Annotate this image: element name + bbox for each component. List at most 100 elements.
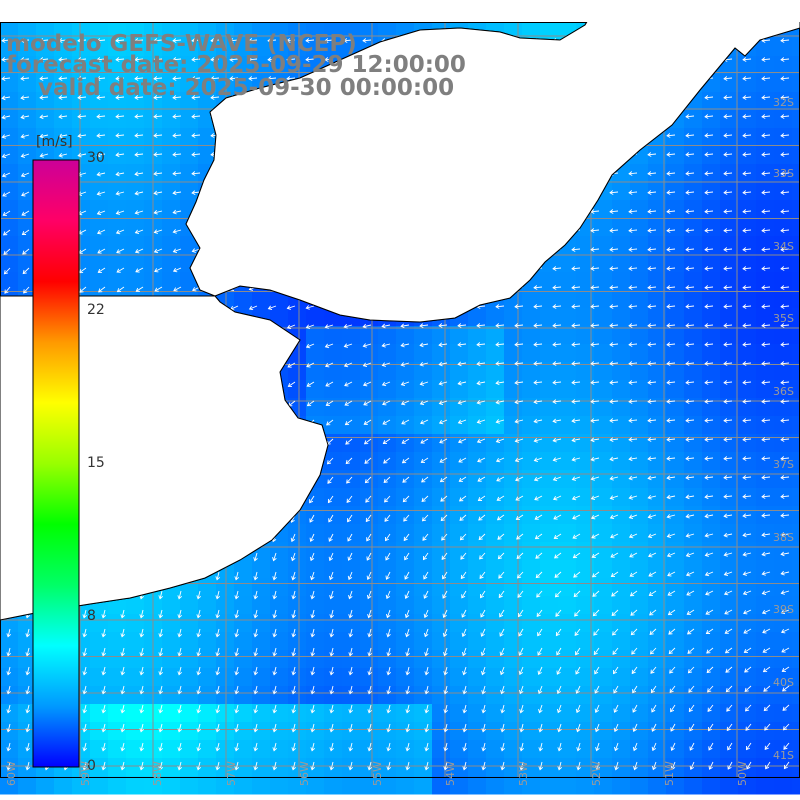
ocean-cell [180, 758, 199, 777]
ocean-cell [666, 218, 685, 237]
ocean-cell [792, 722, 800, 741]
ocean-cell [0, 182, 19, 201]
ocean-cell [504, 488, 523, 507]
ocean-cell [342, 20, 361, 39]
ocean-cell [108, 272, 127, 291]
ocean-cell [288, 380, 307, 399]
ocean-cell [648, 632, 667, 651]
ocean-cell [594, 344, 613, 363]
ocean-cell [162, 92, 181, 111]
wind-arrow [20, 95, 30, 101]
ocean-cell [648, 380, 667, 399]
ocean-cell [0, 668, 19, 687]
ocean-cell [666, 308, 685, 327]
ocean-cell [540, 722, 559, 741]
ocean-cell [252, 56, 271, 75]
ocean-cell [774, 722, 793, 741]
ocean-cell [756, 650, 775, 669]
ocean-cell [396, 344, 415, 363]
ocean-cell [576, 686, 595, 705]
ocean-cell [486, 434, 505, 453]
ocean-cell [126, 56, 145, 75]
ocean-cell [360, 686, 379, 705]
ocean-cell [414, 362, 433, 381]
ocean-cell [684, 236, 703, 255]
lat-label-32s: 32S [773, 96, 794, 109]
ocean-cell [702, 200, 721, 219]
ocean-cell [162, 668, 181, 687]
ocean-cell [306, 596, 325, 615]
ocean-cell [666, 254, 685, 273]
ocean-cell [720, 578, 739, 597]
ocean-cell [774, 110, 793, 129]
ocean-cell [162, 56, 181, 75]
ocean-cell [306, 614, 325, 633]
ocean-cell [468, 488, 487, 507]
ocean-cell [72, 56, 91, 75]
ocean-cell [108, 776, 127, 795]
ocean-cell [18, 668, 37, 687]
lon-label-50w: 50W [736, 761, 749, 786]
ocean-cell [612, 308, 631, 327]
ocean-cell [360, 524, 379, 543]
ocean-cell [792, 740, 800, 759]
ocean-cell [432, 506, 451, 525]
ocean-cell [450, 722, 469, 741]
ocean-cell [666, 722, 685, 741]
ocean-cell [540, 488, 559, 507]
ocean-cell [396, 488, 415, 507]
ocean-cell [432, 398, 451, 417]
ocean-cell [702, 560, 721, 579]
ocean-cell [702, 686, 721, 705]
ocean-cell [630, 632, 649, 651]
ocean-cell [324, 578, 343, 597]
ocean-cell [324, 596, 343, 615]
ocean-cell [774, 578, 793, 597]
ocean-cell [522, 290, 541, 309]
ocean-cell [378, 614, 397, 633]
ocean-cell [702, 650, 721, 669]
ocean-cell [702, 596, 721, 615]
ocean-cell [450, 596, 469, 615]
wind-arrow [362, 38, 372, 43]
ocean-cell [522, 506, 541, 525]
ocean-cell [630, 614, 649, 633]
wind-arrow [742, 57, 752, 62]
ocean-cell [522, 578, 541, 597]
ocean-cell [720, 182, 739, 201]
ocean-cell [720, 272, 739, 291]
ocean-cell [720, 542, 739, 561]
ocean-cell [630, 686, 649, 705]
ocean-cell [630, 524, 649, 543]
ocean-cell [558, 686, 577, 705]
ocean-cell [162, 164, 181, 183]
ocean-cell [180, 668, 199, 687]
ocean-cell [720, 110, 739, 129]
ocean-cell [234, 56, 253, 75]
ocean-cell [72, 776, 91, 795]
ocean-cell [612, 596, 631, 615]
ocean-cell [612, 362, 631, 381]
wind-arrow [96, 76, 106, 81]
ocean-cell [738, 236, 757, 255]
ocean-cell [522, 362, 541, 381]
ocean-cell [648, 650, 667, 669]
ocean-cell [252, 560, 271, 579]
ocean-cell [612, 470, 631, 489]
ocean-cell [162, 776, 181, 795]
ocean-cell [756, 524, 775, 543]
ocean-cell [270, 704, 289, 723]
ocean-cell [288, 578, 307, 597]
ocean-cell [738, 524, 757, 543]
ocean-cell [90, 92, 109, 111]
ocean-cell [756, 110, 775, 129]
valid-date: valid date: 2025-09-30 00:00:00 [6, 75, 455, 101]
ocean-cell [504, 614, 523, 633]
ocean-cell [774, 146, 793, 165]
ocean-cell [666, 470, 685, 489]
ocean-cell [540, 308, 559, 327]
ocean-cell [396, 542, 415, 561]
ocean-cell [738, 632, 757, 651]
ocean-cell [432, 632, 451, 651]
